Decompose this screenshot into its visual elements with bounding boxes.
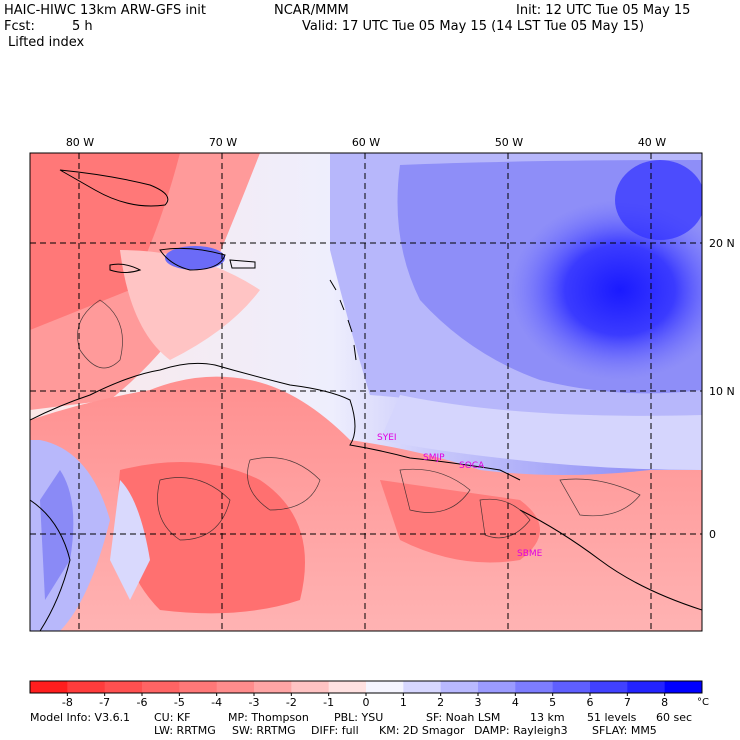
vertical-levels: 51 levels [587,711,637,724]
surface-layer-option: SFLAY: MM5 [592,724,657,737]
colorbar-swatch [366,681,404,693]
lat-lon-grid [30,153,702,631]
colorbar-swatch [552,681,591,693]
lon-label-80w: 80 W [66,136,94,149]
station-sbme: SBME [517,549,543,559]
colorbar-swatch [328,681,367,693]
shortwave-scheme: SW: RRTMG [232,724,296,737]
pbl-scheme: PBL: YSU [334,711,384,724]
station-soca: SOCA [459,461,485,471]
lon-label-50w: 50 W [495,136,523,149]
grid-spacing: 13 km [530,711,565,724]
colorbar-tick-label: -1 [323,696,334,709]
colorbar-tick-label: 0 [363,696,370,709]
colorbar-tick-label: -4 [211,696,222,709]
colorbar-swatch [627,681,666,693]
colorbar-swatch [403,681,442,693]
colorbar-swatch [478,681,516,693]
colorbar-tick-label: 7 [624,696,631,709]
valid-time: Valid: 17 UTC Tue 05 May 15 (14 LST Tue … [302,19,645,34]
colorbar-swatch [664,681,703,693]
colorbar-swatch [590,681,628,693]
colorbar-tick-label: -2 [286,696,297,709]
colorbar-swatch [216,681,255,693]
colorbar-swatch [104,681,143,693]
colorbar-tick-label: -6 [137,696,148,709]
colorbar-unit: °C [697,697,709,708]
colorbar-tick-label: -8 [62,696,73,709]
coastlines [30,169,702,631]
field-name: Lifted index [8,35,85,50]
contours [77,299,641,541]
microphysics-scheme: MP: Thompson [228,711,309,724]
colorbar-swatch [291,681,330,693]
map-frame [29,152,703,632]
colorbar-tick-label: 5 [549,696,556,709]
station-syei: SYEI [377,433,397,443]
forecast-label: Fcst: [4,19,35,34]
colorbar-tick-label: 6 [587,696,594,709]
time-step: 60 sec [656,711,693,724]
lon-label-60w: 60 W [352,136,380,149]
colorbar-tick-label: -5 [174,696,185,709]
colorbar-tick-label: 2 [437,696,444,709]
colorbar-tick-label: -3 [249,696,260,709]
colorbar-swatch [440,681,479,693]
lat-label-20n: 20 N [709,237,735,250]
diffusion-option: DIFF: full [311,724,359,737]
model-title: HAIC-HIWC 13km ARW-GFS init [4,3,206,18]
init-time: Init: 12 UTC Tue 05 May 15 [516,3,691,18]
model-info: Model Info: V3.6.1 [30,711,131,724]
forecast-hour: 5 h [72,19,93,34]
colorbar-tick-label: 3 [475,696,482,709]
longwave-scheme: LW: RRTMG [154,724,216,737]
colorbar-swatch [142,681,180,693]
colorbar-tick-label: 4 [512,696,519,709]
colorbar-swatch [515,681,554,693]
cumulus-scheme: CU: KF [154,711,191,724]
lon-label-40w: 40 W [638,136,666,149]
colorbar-tick-label: -7 [99,696,110,709]
lat-label-10n: 10 N [709,385,735,398]
colorbar-swatch [30,681,68,693]
colorbar-tick-label: 1 [400,696,407,709]
map-field [30,153,702,631]
lat-label-0: 0 [709,528,716,541]
damping-option: DAMP: Rayleigh3 [474,724,568,737]
colorbar-swatch [67,681,106,693]
lon-label-70w: 70 W [209,136,237,149]
organization: NCAR/MMM [274,3,349,18]
colorbar-swatch [179,681,218,693]
colorbar-tick-label: 8 [661,696,668,709]
surface-scheme: SF: Noah LSM [426,711,501,724]
km-option: KM: 2D Smagor [379,724,465,737]
colorbar-swatch [254,681,292,693]
colorbar: -8 -7 -6 -5 -4 -3 -2 -1 0 1 2 3 4 5 6 7 8 [29,680,703,709]
station-smjp: SMJP [423,453,445,463]
